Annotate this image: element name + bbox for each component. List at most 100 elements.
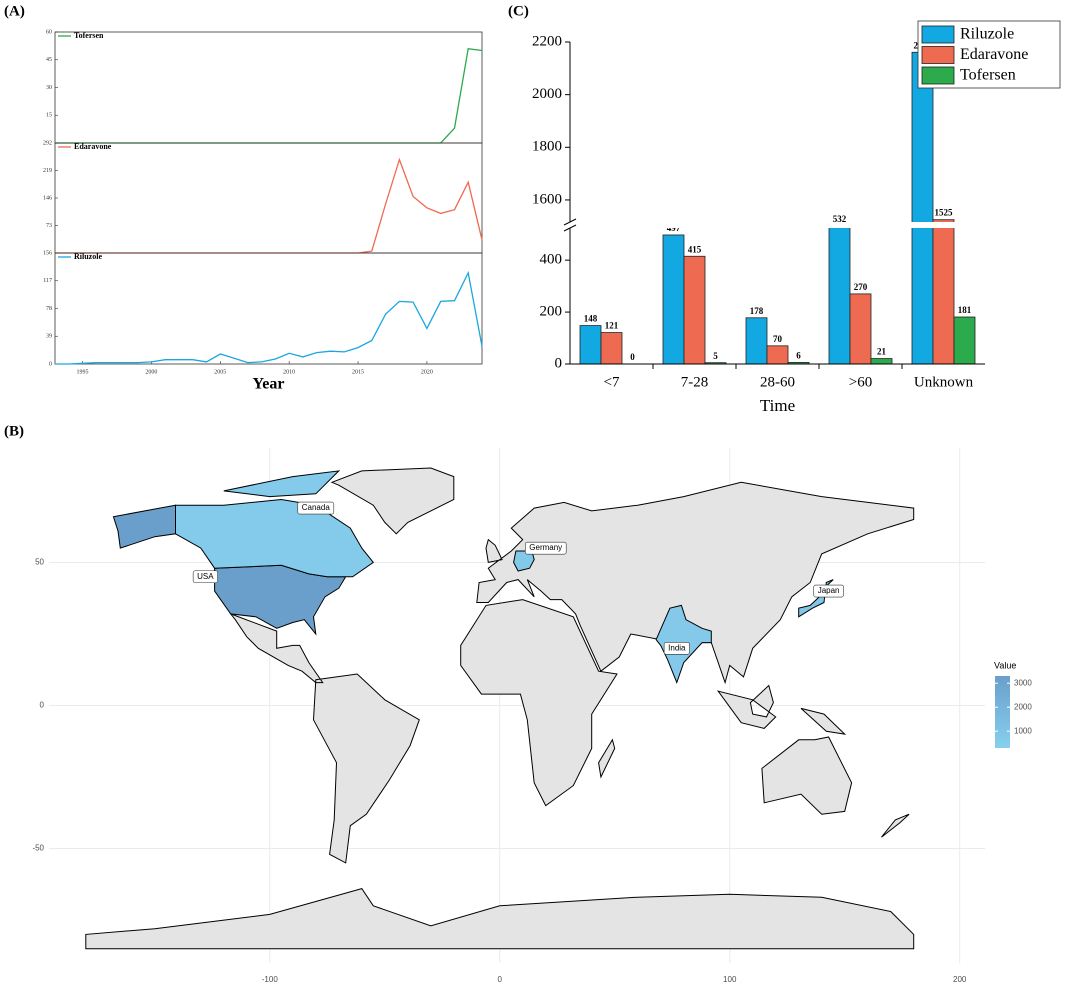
break-mark bbox=[563, 218, 577, 226]
bar bbox=[683, 255, 706, 365]
y-tick-label: -50 bbox=[32, 844, 44, 853]
x-tick-label: Unknown bbox=[914, 374, 974, 390]
legend-swatch bbox=[921, 25, 955, 44]
x-tick-label: 1995 bbox=[77, 369, 89, 375]
x-axis-label: Year bbox=[253, 376, 285, 393]
y-tick-label: 156 bbox=[43, 250, 52, 256]
value-label: 178 bbox=[750, 306, 764, 316]
value-label: 270 bbox=[854, 282, 868, 292]
value-label: 181 bbox=[958, 305, 972, 315]
label-box bbox=[663, 641, 690, 655]
break-mark bbox=[563, 224, 577, 232]
colorbar-label: 2000 bbox=[1014, 702, 1032, 711]
x-tick-label: 2015 bbox=[352, 369, 364, 375]
bar bbox=[870, 358, 893, 365]
y-tick-label: 1800 bbox=[532, 139, 562, 155]
bar bbox=[662, 234, 685, 365]
y-tick-label: 219 bbox=[43, 168, 52, 174]
y-tick-label: 0 bbox=[49, 361, 52, 367]
y-tick-label: 50 bbox=[35, 558, 44, 567]
x-tick-label: 2000 bbox=[145, 369, 157, 375]
y-tick-label: 400 bbox=[540, 252, 563, 268]
y-tick-label: 15 bbox=[46, 113, 52, 119]
region-label: Canada bbox=[302, 503, 331, 512]
y-tick-label: 60 bbox=[46, 29, 52, 35]
region bbox=[513, 550, 535, 572]
y-tick-label: 2200 bbox=[532, 33, 562, 49]
x-tick-label: >60 bbox=[849, 374, 872, 390]
x-tick-label: -100 bbox=[262, 975, 279, 984]
value-label: 148 bbox=[584, 314, 598, 324]
colorbar-label: 1000 bbox=[1014, 726, 1032, 735]
value-label: 121 bbox=[605, 321, 619, 331]
y-tick-label: 117 bbox=[43, 278, 52, 284]
y-tick-label: 78 bbox=[46, 306, 52, 312]
region-label: India bbox=[668, 643, 686, 652]
panel-label: (C) bbox=[508, 3, 529, 19]
bar bbox=[932, 219, 955, 365]
legend-label: Tofersen bbox=[960, 67, 1016, 84]
land bbox=[85, 467, 915, 950]
x-tick-label: <7 bbox=[604, 374, 620, 390]
colorbar bbox=[995, 676, 1010, 748]
series-line bbox=[55, 270, 483, 365]
value-label: 70 bbox=[773, 334, 783, 344]
y-tick-label: 30 bbox=[46, 85, 52, 91]
y-tick-label: 2000 bbox=[532, 86, 562, 102]
y-tick-label: 39 bbox=[46, 334, 52, 340]
x-tick-label: 0 bbox=[498, 975, 503, 984]
bar bbox=[766, 345, 789, 365]
bar bbox=[953, 316, 976, 365]
legend-swatch bbox=[921, 46, 955, 64]
plot-frame bbox=[54, 31, 483, 144]
legend-label: Edaravone bbox=[74, 142, 112, 151]
x-tick-label: 100 bbox=[723, 975, 737, 984]
legend-swatch bbox=[921, 66, 955, 85]
value-label: 21 bbox=[877, 347, 887, 357]
value-label: 6 bbox=[796, 351, 801, 361]
bar bbox=[911, 51, 934, 365]
x-tick-label: 2010 bbox=[283, 369, 295, 375]
legend-label: Riluzole bbox=[74, 252, 102, 261]
legend-label: Riluzole bbox=[960, 26, 1014, 43]
plot-frame bbox=[54, 252, 483, 365]
bar bbox=[600, 332, 623, 365]
plot-frame bbox=[54, 142, 483, 254]
y-tick-label: 0 bbox=[555, 355, 563, 371]
panel-label: (B) bbox=[4, 423, 24, 439]
x-tick-label: 2005 bbox=[214, 369, 226, 375]
series-line bbox=[55, 157, 483, 254]
legend-label: Tofersen bbox=[74, 31, 104, 40]
region-label: Japan bbox=[818, 586, 840, 595]
y-tick-label: 73 bbox=[46, 223, 52, 229]
x-tick-label: 200 bbox=[953, 975, 967, 984]
y-tick-label: 292 bbox=[43, 140, 52, 146]
x-axis-label: Time bbox=[760, 396, 795, 415]
region-label: USA bbox=[197, 572, 214, 581]
label-box bbox=[192, 570, 218, 584]
value-label: 415 bbox=[688, 244, 702, 254]
y-tick-label: 146 bbox=[43, 195, 52, 201]
value-label: 497 bbox=[667, 223, 681, 233]
y-tick-label: 0 bbox=[40, 701, 45, 710]
axis-break bbox=[569, 222, 985, 228]
y-tick-label: 200 bbox=[540, 304, 563, 320]
value-label: 0 bbox=[630, 352, 635, 362]
legend-title: Value bbox=[994, 660, 1016, 670]
x-tick-label: 2020 bbox=[421, 369, 433, 375]
series-line bbox=[55, 47, 483, 144]
region-label: Germany bbox=[529, 543, 562, 552]
bar bbox=[745, 317, 768, 365]
label-box bbox=[297, 501, 335, 515]
x-tick-label: 28-60 bbox=[760, 374, 795, 390]
value-label: 5 bbox=[713, 351, 718, 361]
colorbar-label: 3000 bbox=[1014, 678, 1032, 687]
bar bbox=[828, 225, 851, 365]
label-box bbox=[813, 584, 844, 598]
value-label: 1525 bbox=[935, 208, 954, 218]
x-tick-label: 7-28 bbox=[681, 374, 709, 390]
y-tick-label: 1600 bbox=[532, 191, 562, 207]
value-label: 532 bbox=[833, 214, 847, 224]
legend-label: Edaravone bbox=[960, 46, 1028, 63]
